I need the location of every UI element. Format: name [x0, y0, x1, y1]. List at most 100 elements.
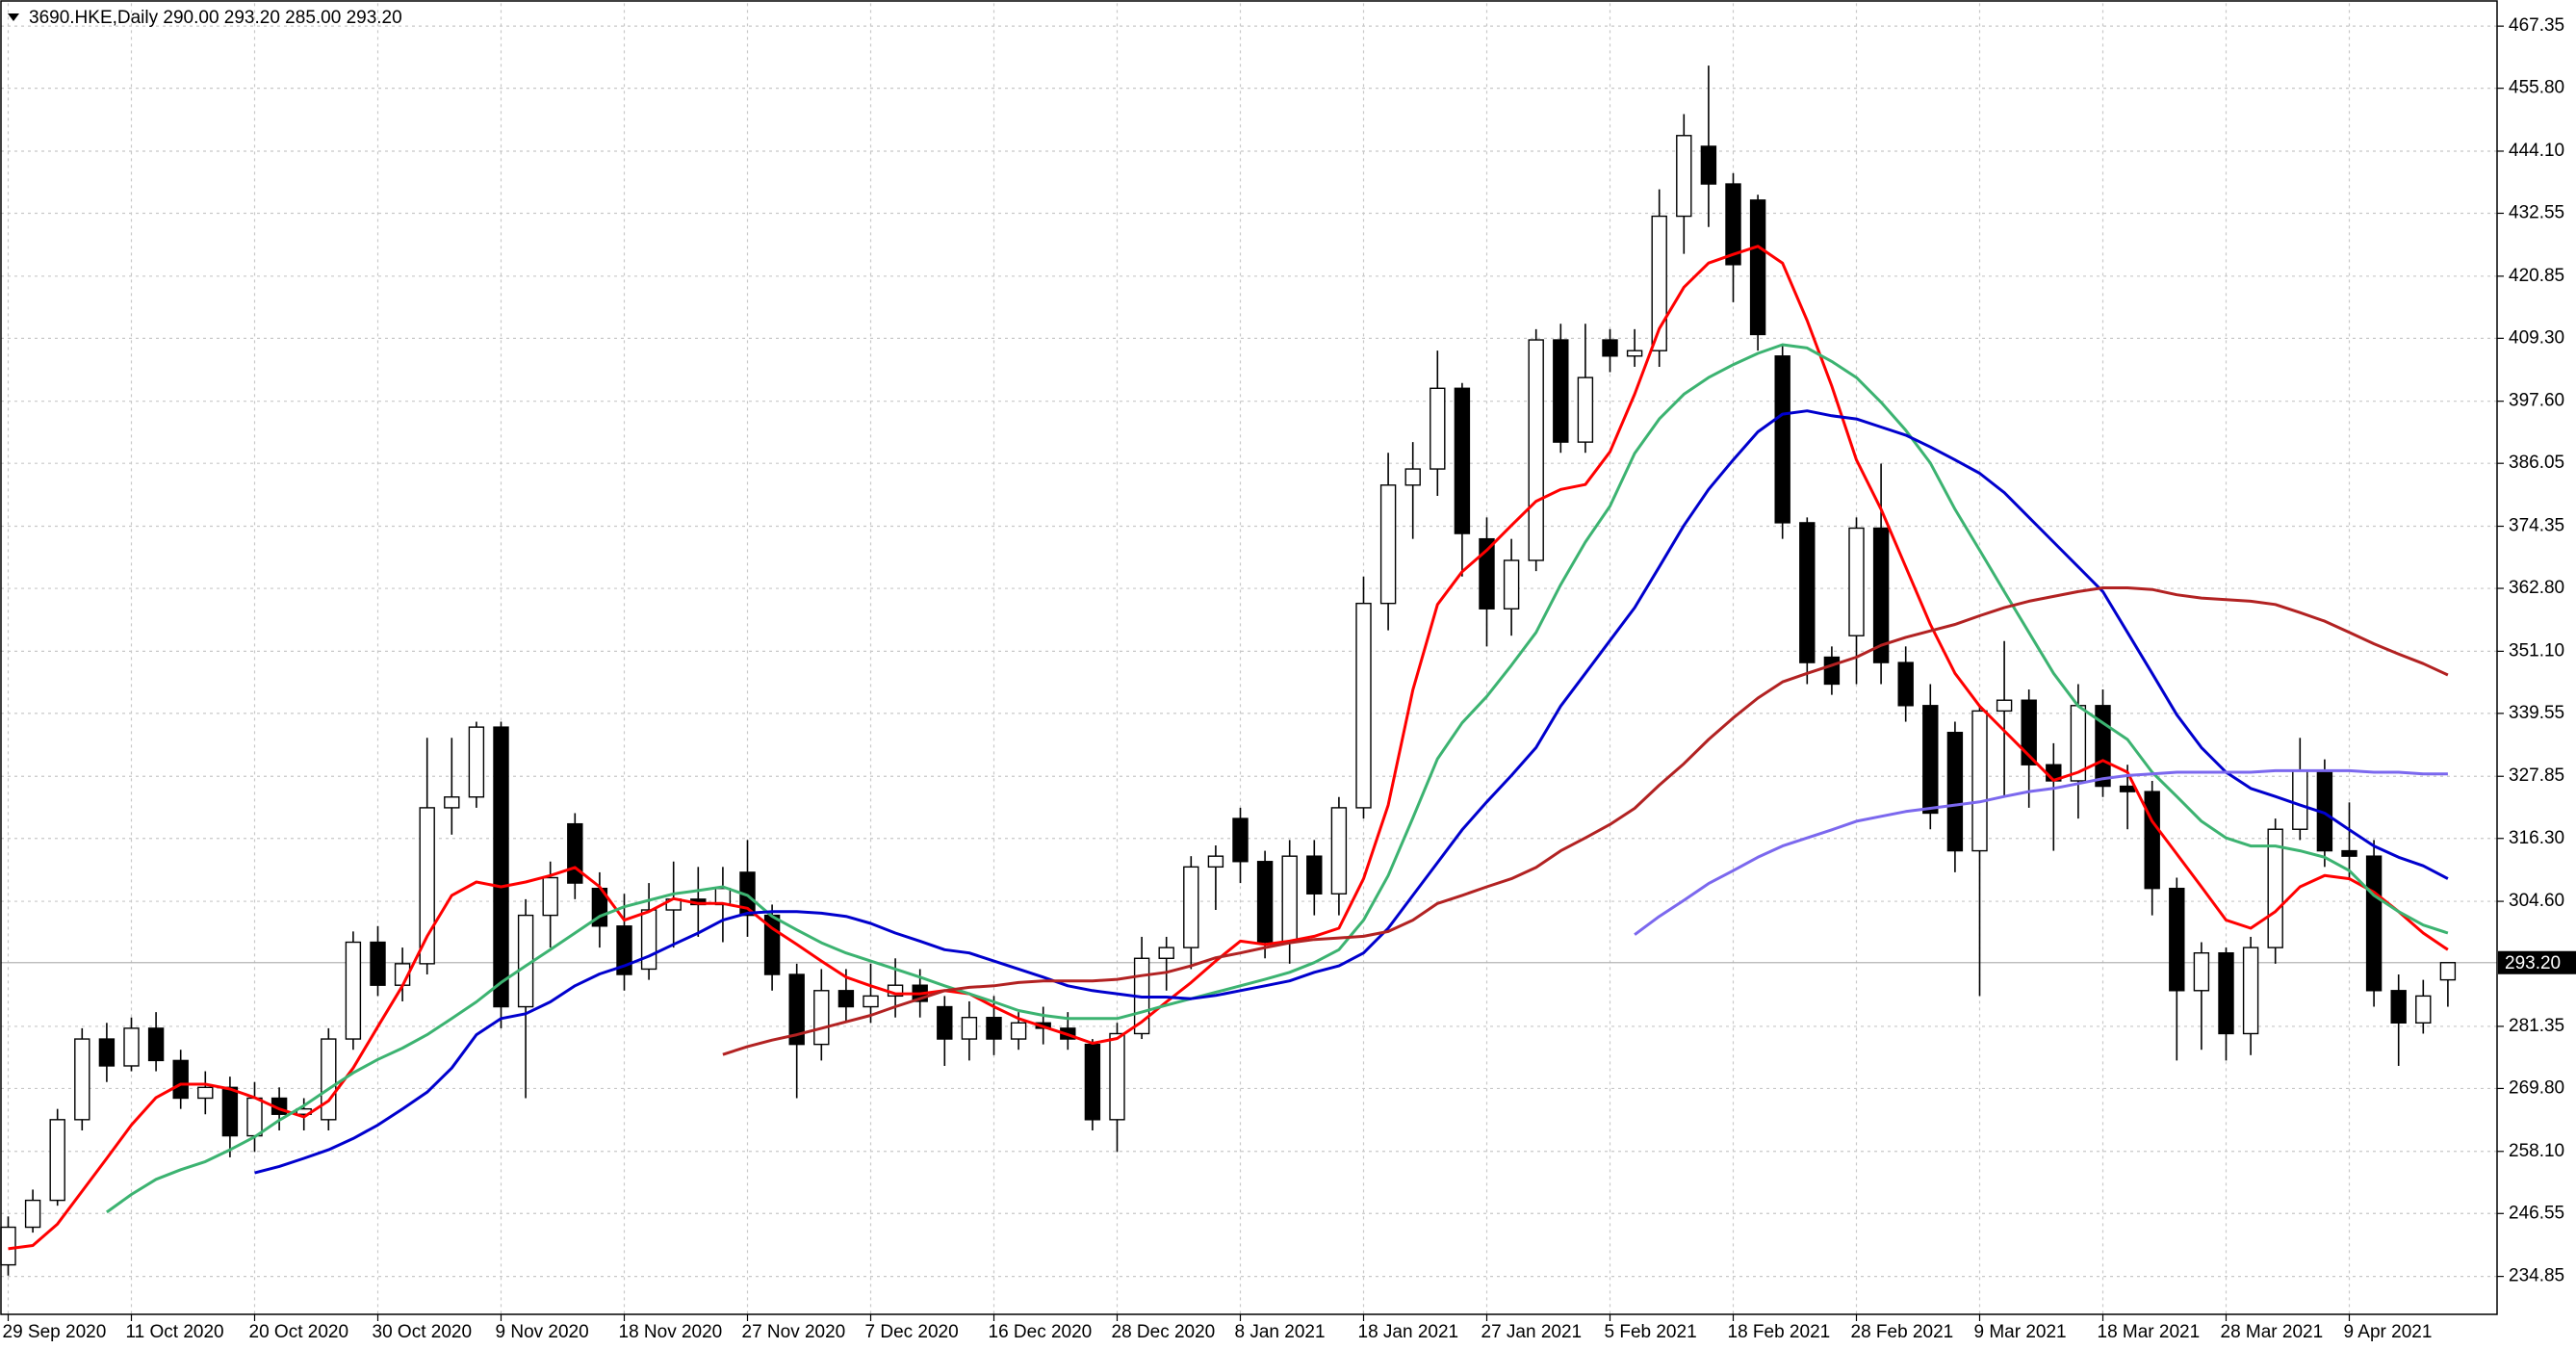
candle-body — [1184, 867, 1198, 947]
candle-body — [75, 1039, 90, 1120]
candle-body — [543, 878, 557, 916]
candle-body — [1085, 1045, 1099, 1120]
x-tick-label: 20 Oct 2020 — [249, 1322, 349, 1342]
candle-body — [1947, 733, 1962, 851]
x-tick-label: 28 Mar 2021 — [2221, 1322, 2324, 1342]
candle-body — [1258, 862, 1273, 943]
candle-body — [124, 1028, 139, 1066]
candle-body — [2293, 770, 2307, 829]
candle-body — [1800, 523, 1815, 662]
y-tick-label: 327.85 — [2509, 765, 2564, 786]
x-tick-label: 9 Nov 2020 — [496, 1322, 589, 1342]
candle-body — [1554, 340, 1568, 442]
candle-body — [222, 1087, 237, 1135]
candle-body — [1751, 200, 1765, 335]
candle-body — [814, 991, 829, 1045]
y-tick-label: 444.10 — [2509, 141, 2564, 161]
x-tick-label: 9 Apr 2021 — [2344, 1322, 2433, 1342]
candle-body — [1405, 469, 1420, 485]
candle-body — [247, 1098, 262, 1135]
candle-body — [1159, 947, 1173, 958]
candle-body — [1208, 856, 1223, 867]
candle-body — [642, 910, 657, 969]
candle-body — [494, 727, 508, 1006]
y-tick-label: 258.10 — [2509, 1141, 2564, 1161]
candle-body — [1628, 350, 1642, 356]
candle-body — [1012, 1023, 1026, 1039]
candle-body — [198, 1087, 213, 1098]
y-tick-label: 351.10 — [2509, 640, 2564, 661]
y-tick-label: 409.30 — [2509, 327, 2564, 348]
x-tick-label: 7 Dec 2020 — [865, 1322, 959, 1342]
chart-title: 3690.HKE,Daily 290.00 293.20 285.00 293.… — [29, 8, 402, 28]
y-tick-label: 234.85 — [2509, 1266, 2564, 1286]
x-tick-label: 27 Jan 2021 — [1481, 1322, 1583, 1342]
candle-body — [469, 727, 483, 797]
candle-body — [987, 1018, 1001, 1039]
candle-body — [2145, 791, 2159, 889]
candle-body — [863, 996, 878, 1006]
x-tick-label: 28 Dec 2020 — [1112, 1322, 1216, 1342]
candle-body — [1997, 700, 2012, 711]
candle-body — [568, 824, 582, 883]
x-tick-label: 18 Feb 2021 — [1728, 1322, 1831, 1342]
candle-body — [1898, 662, 1913, 706]
candle-body — [420, 808, 434, 964]
y-tick-label: 304.60 — [2509, 891, 2564, 911]
x-tick-label: 28 Feb 2021 — [1851, 1322, 1954, 1342]
x-tick-label: 27 Nov 2020 — [742, 1322, 846, 1342]
candle-body — [1677, 136, 1691, 217]
candle-body — [1331, 808, 1346, 894]
candle-body — [2367, 856, 2382, 991]
x-tick-label: 30 Oct 2020 — [373, 1322, 473, 1342]
x-tick-label: 18 Jan 2021 — [1358, 1322, 1459, 1342]
y-tick-label: 432.55 — [2509, 203, 2564, 223]
candle-body — [1381, 485, 1396, 604]
candle-body — [2244, 947, 2258, 1033]
y-tick-label: 420.85 — [2509, 266, 2564, 286]
candle-body — [1282, 856, 1297, 942]
candle-body — [2391, 991, 2406, 1024]
candle-body — [173, 1060, 188, 1098]
candle-body — [2416, 996, 2431, 1023]
candle-body — [2170, 889, 2184, 991]
y-tick-label: 386.05 — [2509, 453, 2564, 473]
x-tick-label: 8 Jan 2021 — [1235, 1322, 1326, 1342]
y-tick-label: 316.30 — [2509, 828, 2564, 848]
x-tick-label: 9 Mar 2021 — [1974, 1322, 2067, 1342]
candle-body — [1824, 658, 1839, 685]
candle-body — [1307, 856, 1322, 894]
y-tick-label: 281.35 — [2509, 1016, 2564, 1036]
candle-body — [149, 1028, 164, 1061]
candle-body — [1529, 340, 1543, 560]
candle-body — [2194, 953, 2208, 991]
candle-body — [1603, 340, 1617, 356]
y-tick-label: 455.80 — [2509, 78, 2564, 98]
y-tick-label: 269.80 — [2509, 1077, 2564, 1098]
candle-body — [1775, 356, 1790, 523]
candle-body — [1578, 377, 1592, 442]
candle-body — [938, 1007, 952, 1040]
y-tick-label: 362.80 — [2509, 578, 2564, 598]
candle-body — [838, 991, 853, 1007]
x-tick-label: 5 Feb 2021 — [1605, 1322, 1697, 1342]
x-tick-label: 16 Dec 2020 — [989, 1322, 1093, 1342]
candle-body — [1110, 1033, 1124, 1119]
y-tick-label: 467.35 — [2509, 15, 2564, 36]
candle-body — [1972, 711, 1987, 850]
candle-body — [2121, 787, 2135, 792]
x-tick-label: 18 Mar 2021 — [2098, 1322, 2201, 1342]
candle-body — [1923, 706, 1938, 814]
candle-body — [962, 1018, 976, 1039]
candle-body — [26, 1201, 40, 1228]
candle-body — [346, 943, 360, 1040]
candle-body — [2342, 851, 2357, 857]
x-tick-label: 11 Oct 2020 — [126, 1322, 224, 1342]
y-tick-label: 397.60 — [2509, 391, 2564, 411]
candle-body — [371, 943, 385, 986]
candle-body — [2219, 953, 2233, 1034]
y-tick-label: 374.35 — [2509, 516, 2564, 536]
